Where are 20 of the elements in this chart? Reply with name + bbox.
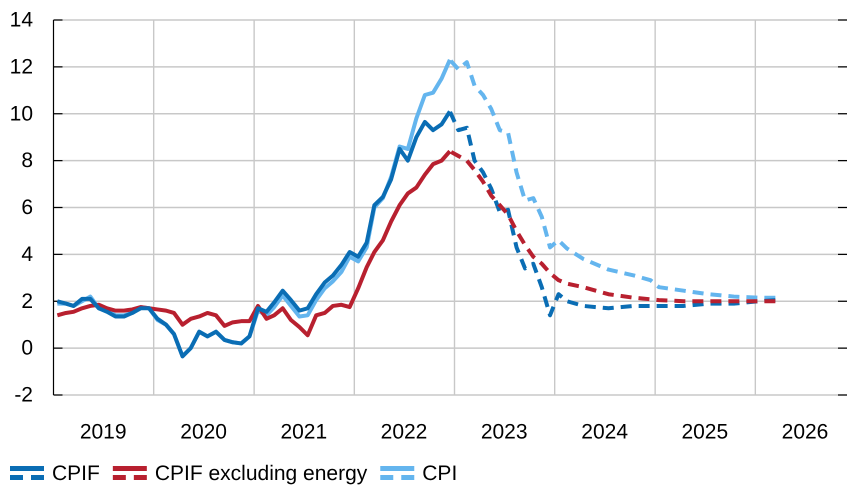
- y-tick-label: 4: [21, 242, 34, 266]
- y-tick-label: 10: [10, 102, 33, 126]
- x-tick-label: 2025: [681, 420, 728, 444]
- y-tick-label: 2: [21, 290, 33, 313]
- y-tick-label: 8: [21, 149, 33, 172]
- legend-label: CPI: [422, 462, 458, 484]
- x-tick-label: 2020: [180, 420, 227, 444]
- y-tick-label: 14: [10, 8, 34, 32]
- x-tick-label: 2019: [80, 420, 127, 444]
- x-tick-label: 2026: [782, 420, 828, 444]
- legend-label: CPIF excluding energy: [154, 462, 368, 484]
- y-tick-label: 6: [21, 196, 33, 219]
- x-tick-label: 2022: [380, 420, 428, 444]
- legend-label: CPIF: [52, 462, 100, 484]
- y-tick-label: -2: [14, 384, 33, 406]
- x-tick-label: 2023: [480, 420, 528, 444]
- y-tick-label: 12: [10, 55, 33, 78]
- y-tick-label: 0: [21, 336, 33, 360]
- x-tick-label: 2024: [581, 420, 628, 444]
- x-tick-label: 2021: [280, 420, 328, 444]
